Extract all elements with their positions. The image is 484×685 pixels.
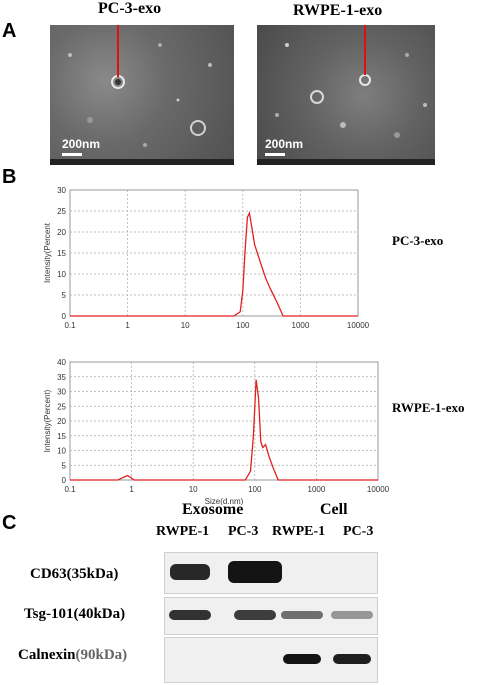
x-tick-label-1: 100 [248, 485, 262, 494]
x-tick-label-1: 10 [189, 485, 198, 494]
y-tick-label-1: 0 [62, 476, 67, 485]
y-axis-label-0: Intensity(Percent [43, 222, 52, 283]
y-axis-label-1: Intensity(Percent) [43, 389, 52, 452]
wb-band [283, 654, 321, 664]
scale-label-rwpe1: 200nm [265, 137, 304, 151]
wb-lane-4: PC-3 [343, 524, 374, 539]
dls-chart-pc3: 0 5 10 15 20 25 30 0.1 1 10 100 1000 10000 Intensity(… [43, 186, 370, 330]
scale-bar-rwpe1 [265, 153, 285, 156]
y-tick-label-0: 30 [57, 186, 66, 195]
wb-group-exosome: Exosome [182, 501, 244, 518]
wb-band [281, 610, 323, 620]
y-tick-label-0: 5 [62, 291, 67, 300]
tem-texture-pc3 [50, 25, 234, 165]
scale-label-pc3: 200nm [62, 137, 101, 151]
y-tick-label-0: 20 [57, 228, 66, 237]
x-tick-label-0: 1 [125, 321, 130, 330]
x-tick-label-0: 100 [236, 321, 250, 330]
y-tick-label-1: 5 [62, 461, 67, 470]
x-axis-label-1: Size(d.nm) [205, 497, 244, 505]
y-tick-label-0: 15 [57, 249, 66, 258]
tem-image-pc3: 200nm [50, 25, 234, 165]
y-tick-label-0: 25 [57, 207, 66, 216]
wb-band [234, 610, 276, 620]
y-tick-label-1: 35 [57, 373, 66, 382]
y-tick-label-0: 0 [62, 312, 67, 321]
y-tick-label-0: 10 [57, 270, 66, 279]
tem-texture-rwpe1 [257, 25, 435, 165]
wb-label-tsg101: Tsg-101(40kDa) [24, 606, 126, 622]
wb-band [331, 610, 373, 620]
wb-lane-2: PC-3 [228, 524, 259, 539]
x-tick-label-0: 10 [181, 321, 190, 330]
wb-band [170, 564, 210, 580]
x-tick-label-1: 10000 [367, 485, 390, 494]
wb-label-calnexin-kda: (90kDa) [75, 647, 128, 663]
panel-label-c: C [2, 512, 17, 534]
y-tick-label-1: 25 [57, 402, 66, 411]
panel-label-a: A [2, 20, 17, 42]
wb-label-calnexin: Calnexin(90kDa) [18, 647, 127, 664]
wb-label-calnexin-main: Calnexin [18, 647, 76, 663]
wb-band [333, 654, 371, 664]
y-tick-label-1: 20 [57, 417, 66, 426]
series-line-0-0 [70, 210, 358, 317]
x-tick-label-1: 1000 [308, 485, 326, 494]
tem-title-pc3: PC-3-exo [98, 0, 162, 17]
wb-lane-3: RWPE-1 [272, 524, 326, 539]
x-tick-label-0: 1000 [292, 321, 310, 330]
wb-band [169, 610, 211, 620]
scale-bar-pc3 [62, 153, 82, 156]
wb-label-cd63: CD63(35kDa) [30, 566, 119, 582]
tem-image-rwpe1: 200nm [257, 25, 435, 165]
y-tick-label-1: 40 [57, 358, 66, 367]
x-tick-label-1: 0.1 [64, 485, 76, 494]
panel-label-b: B [2, 166, 17, 188]
x-tick-label-1: 1 [129, 485, 134, 494]
tem-title-rwpe1: RWPE-1-exo [293, 2, 383, 19]
dls-chart-rwpe1: 0 5 10 15 20 25 30 35 40 0.1 1 10 100 1000 10000 Intens… [43, 358, 390, 505]
x-tick-label-0: 10000 [347, 321, 370, 330]
y-tick-label-1: 15 [57, 432, 66, 441]
wb-lane-1: RWPE-1 [156, 524, 210, 539]
x-tick-label-0: 0.1 [64, 321, 76, 330]
y-tick-label-1: 30 [57, 388, 66, 397]
y-tick-label-1: 10 [57, 447, 66, 456]
series-line-1-0 [70, 379, 378, 481]
wb-band [228, 560, 282, 584]
dls-side-label-pc3: PC-3-exo [392, 233, 444, 248]
dls-side-label-rwpe1: RWPE-1-exo [392, 400, 465, 415]
wb-group-cell: Cell [320, 501, 348, 518]
